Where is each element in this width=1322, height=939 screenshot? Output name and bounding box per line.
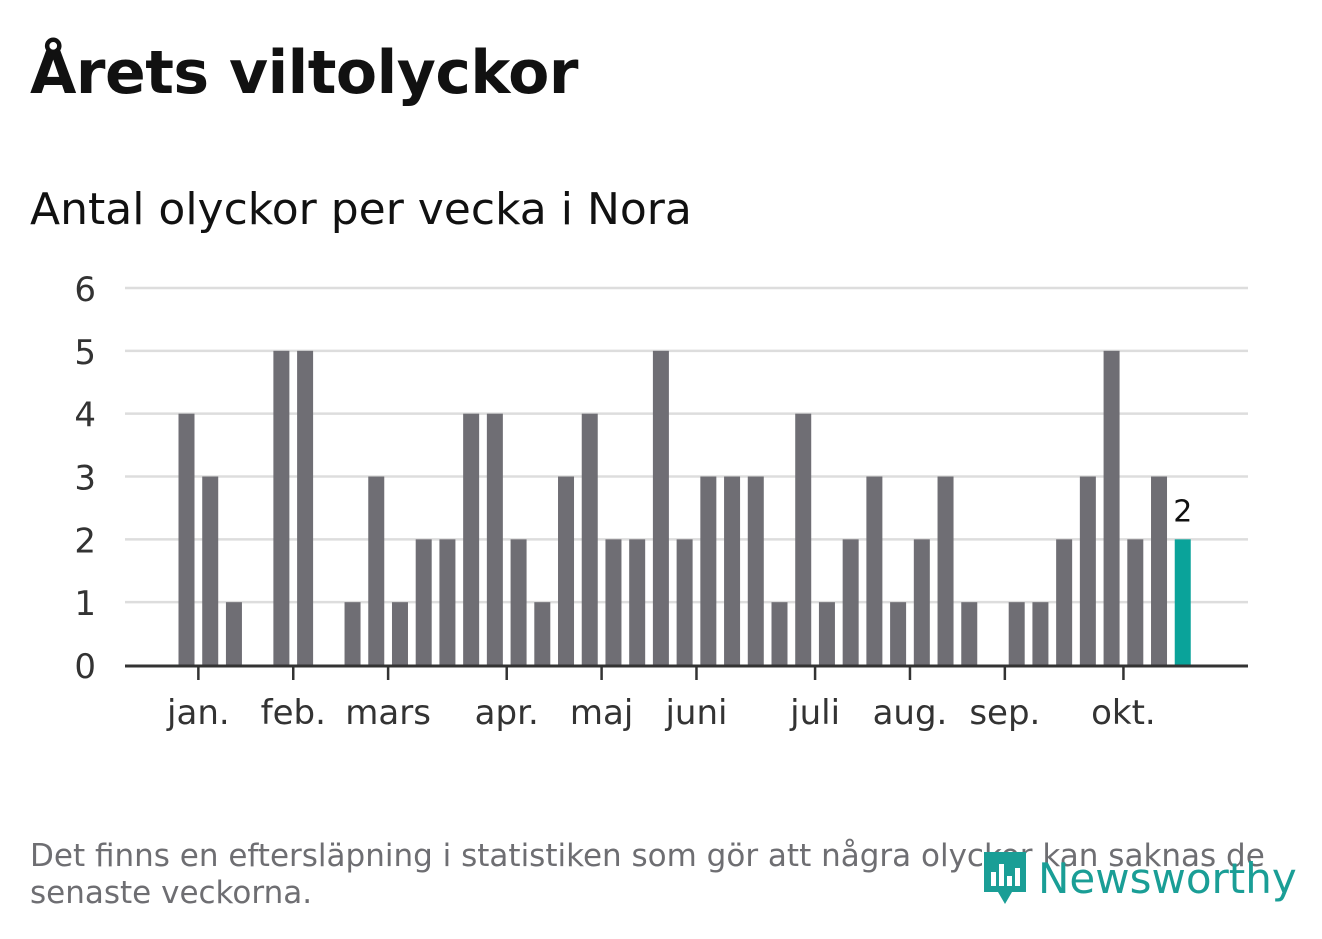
bar: [842, 539, 859, 665]
bar: [652, 350, 669, 665]
y-tick-label: 6: [74, 270, 96, 310]
bar: [937, 476, 954, 665]
bar: [1151, 476, 1168, 665]
bar-chart-logo-icon: [984, 852, 1026, 904]
y-tick-label: 1: [74, 584, 96, 624]
x-tick-label: juni: [664, 693, 727, 733]
bar: [368, 476, 385, 665]
chart-subtitle: Antal olyckor per vecka i Nora: [30, 184, 692, 235]
bar: [1032, 602, 1049, 665]
bar: [391, 602, 408, 665]
bar: [344, 602, 361, 665]
chart-title: Årets viltolyckor: [30, 38, 579, 108]
bar: [415, 539, 432, 665]
data-label: 2: [1173, 494, 1192, 529]
bar: [771, 602, 788, 665]
bar: [581, 413, 598, 665]
y-tick-label: 2: [74, 521, 96, 561]
y-tick-label: 0: [74, 647, 96, 687]
bar: [1174, 539, 1191, 665]
bar: [724, 476, 741, 665]
bar: [273, 350, 290, 665]
bar: [866, 476, 883, 665]
bar: [747, 476, 764, 665]
x-tick-label: sep.: [969, 693, 1040, 733]
bar: [795, 413, 812, 665]
x-tick-label: juli: [789, 693, 840, 733]
bar: [818, 602, 835, 665]
bar: [510, 539, 527, 665]
bar: [439, 539, 456, 665]
bar: [534, 602, 551, 665]
x-tick-label: okt.: [1091, 693, 1156, 733]
x-tick-label: apr.: [475, 693, 539, 733]
x-tick-label: aug.: [873, 693, 948, 733]
bar: [700, 476, 717, 665]
y-tick-label: 4: [74, 396, 96, 436]
bar: [1056, 539, 1073, 665]
x-tick-label: feb.: [261, 693, 326, 733]
bar: [486, 413, 503, 665]
bar: [676, 539, 693, 665]
bar: [1008, 602, 1025, 665]
footnote: Det finns en eftersläpning i statistiken…: [30, 838, 1265, 911]
bar: [1079, 476, 1096, 665]
bar: [463, 413, 480, 665]
x-tick-label: maj: [570, 693, 633, 733]
newsworthy-logo: Newsworthy: [980, 846, 1297, 910]
bar: [961, 602, 978, 665]
brand-name: Newsworthy: [1038, 853, 1297, 903]
bar: [178, 413, 195, 665]
x-tick-label: jan.: [166, 693, 230, 733]
bar: [1127, 539, 1144, 665]
bar: [202, 476, 219, 665]
bar: [605, 539, 622, 665]
bar: [629, 539, 646, 665]
y-tick-label: 5: [74, 333, 96, 373]
bar: [225, 602, 242, 665]
x-tick-label: mars: [345, 693, 431, 733]
bar: [1103, 350, 1120, 665]
bar: [913, 539, 930, 665]
bar: [558, 476, 575, 665]
y-tick-label: 3: [74, 459, 96, 499]
bar-chart: 0 1 2 3 4 5 6 2 jan. feb. mars apr. maj juni juli aug. s…: [74, 270, 1248, 733]
bar: [297, 350, 314, 665]
bar: [890, 602, 907, 665]
